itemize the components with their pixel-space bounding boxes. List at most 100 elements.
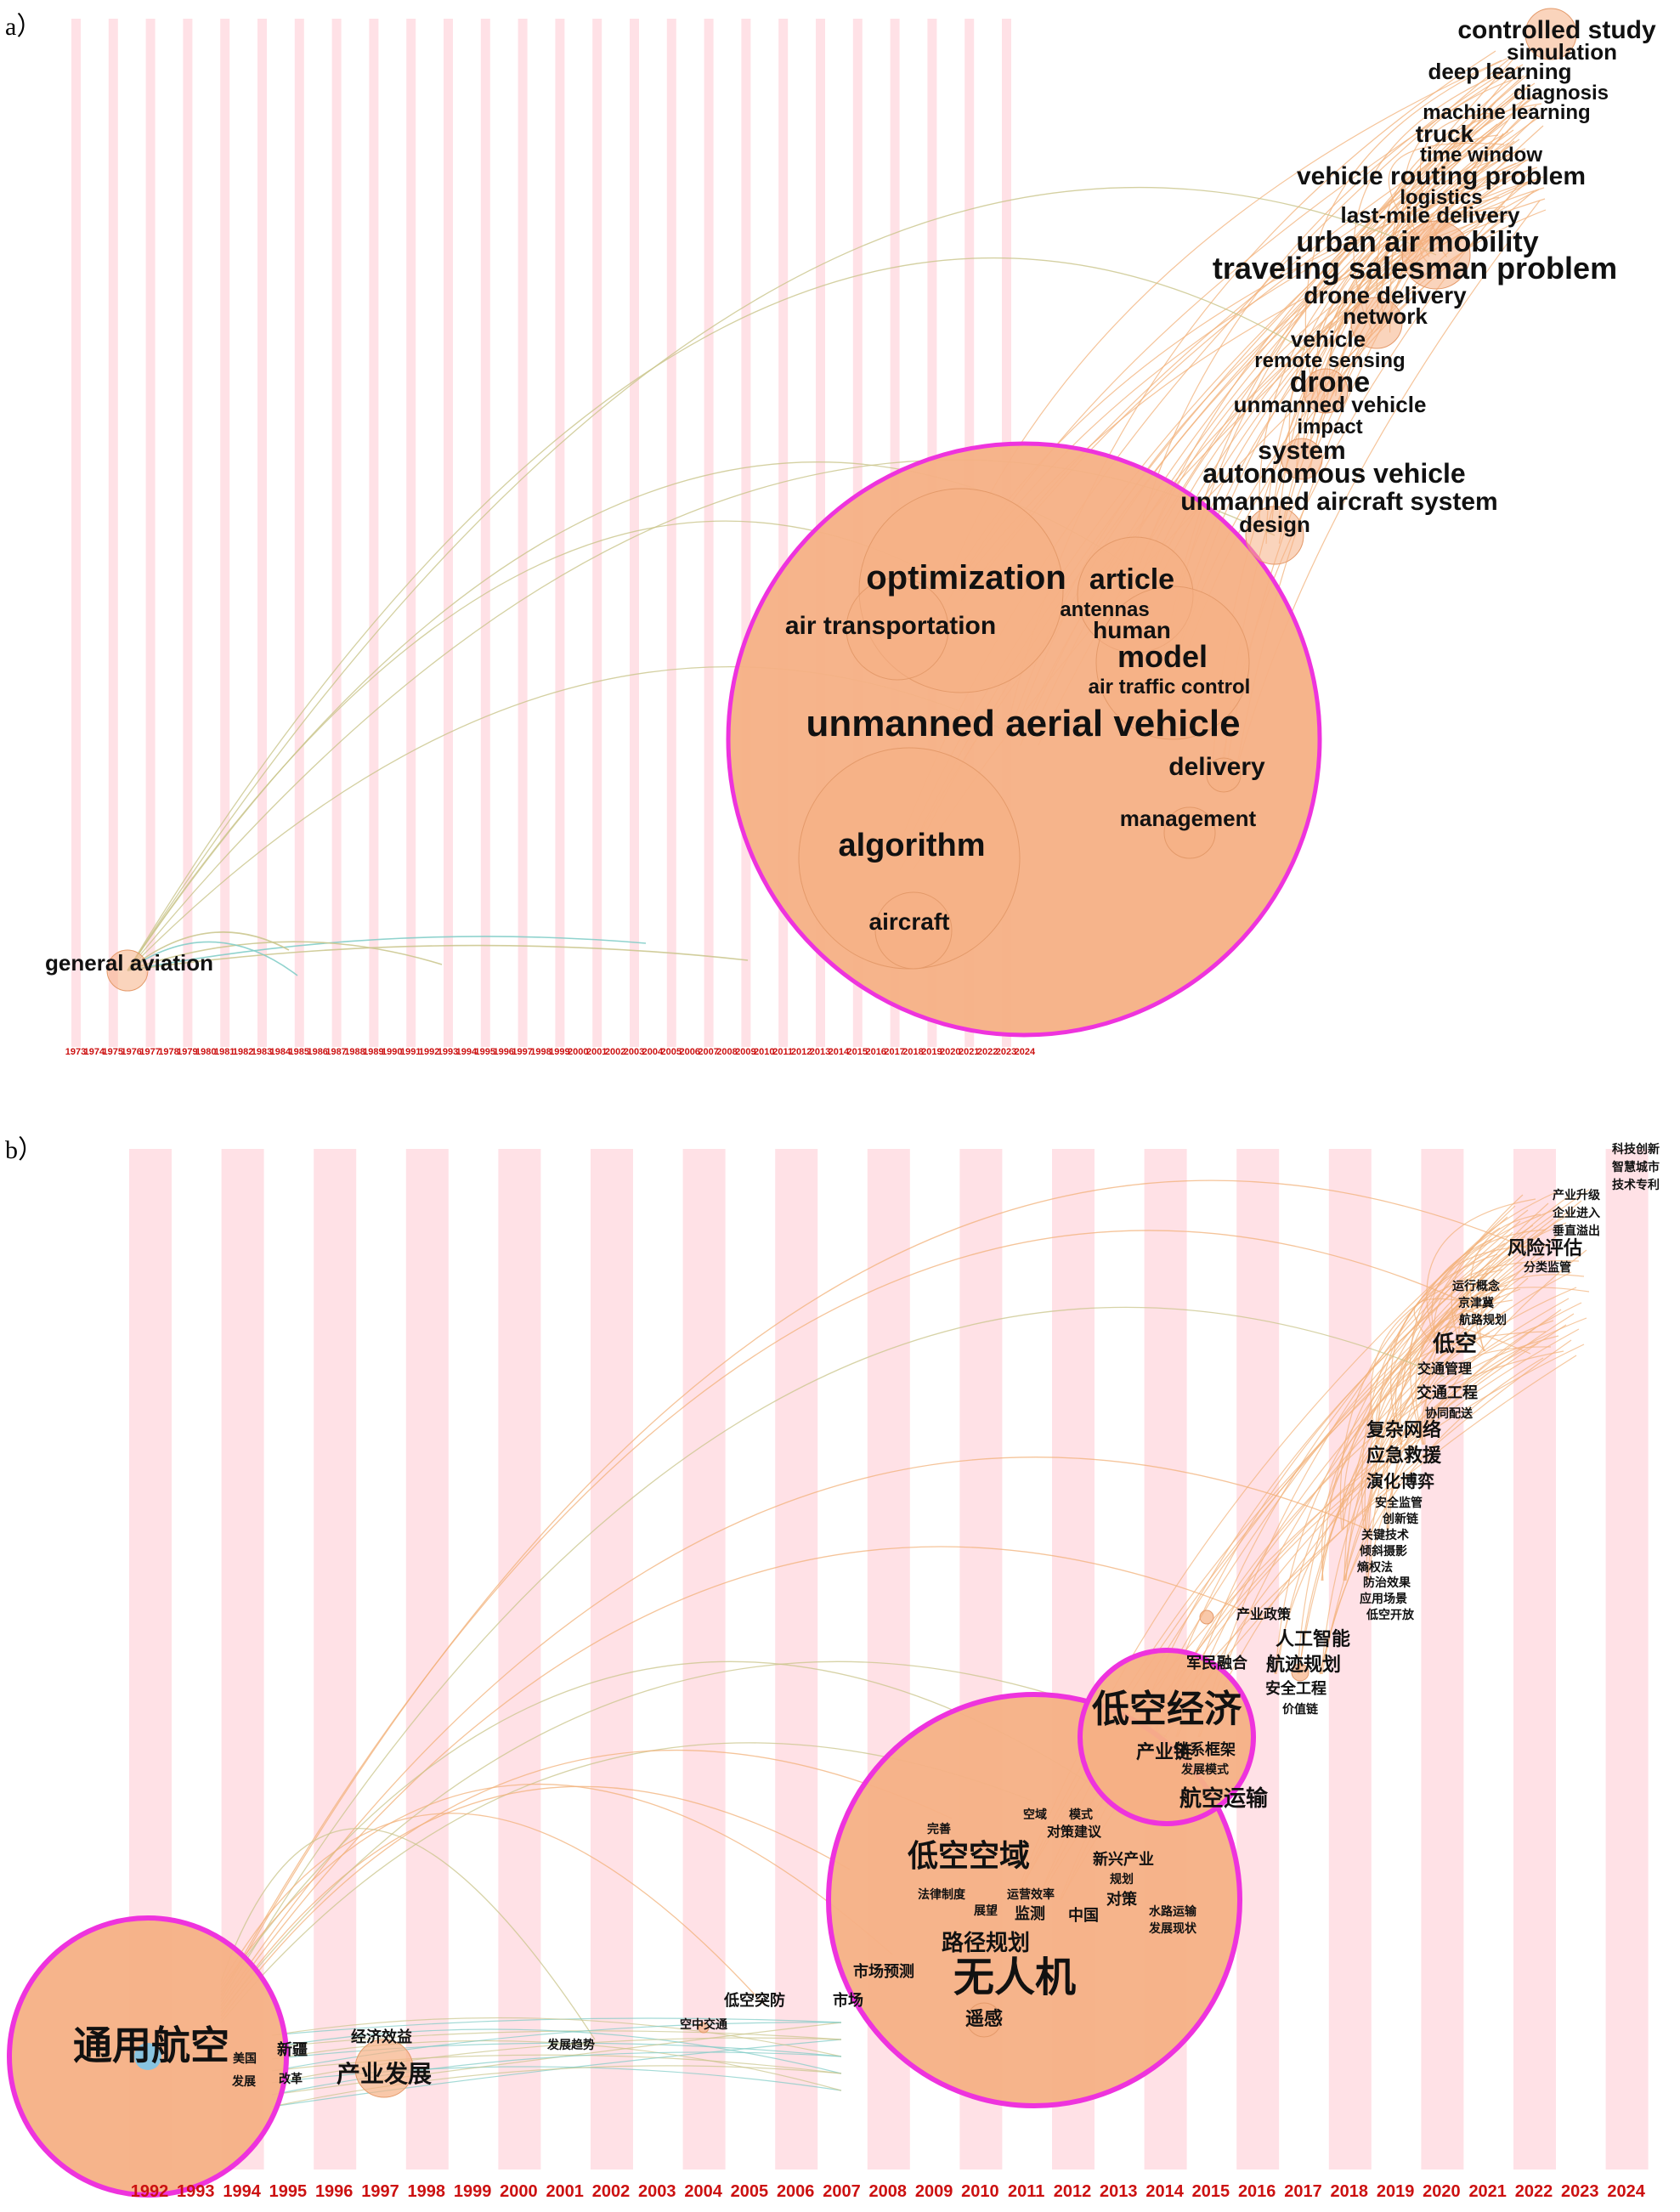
keyword-node — [1401, 220, 1471, 290]
keyword-node — [1095, 586, 1250, 740]
year-tick-label: 1995 — [269, 2182, 308, 2201]
keyword-label: 协同配送 — [1425, 1406, 1474, 1421]
keyword-air-transportation: air transportation — [785, 612, 996, 640]
year-tick-label: 2010 — [754, 1047, 774, 1057]
year-stripe — [666, 19, 676, 1047]
keyword-label: 关键技术 — [1361, 1528, 1409, 1542]
keyword-label: 倾斜摄影 — [1359, 1544, 1407, 1559]
co-occurrence-link — [1335, 129, 1514, 397]
year-stripe — [630, 19, 639, 1047]
year-stripe — [682, 1149, 726, 2170]
keyword-human: human — [1093, 617, 1171, 643]
co-occurrence-link — [1274, 1342, 1539, 1675]
year-tick-label: 2020 — [1423, 2182, 1461, 2201]
keyword-label: 空中交通 — [680, 2017, 727, 2032]
keyword-label: 分类监管 — [1524, 1260, 1571, 1275]
co-occurrence-link — [271, 2017, 842, 2057]
co-occurrence-link — [1329, 196, 1500, 385]
keyword-node — [874, 891, 953, 970]
keyword-label: 熵权法 — [1356, 1560, 1393, 1575]
keyword-label: 发展现状 — [1148, 1921, 1197, 1936]
year-tick-label: 2000 — [500, 2182, 538, 2201]
keyword-node — [134, 2043, 161, 2070]
keyword-label: 中国 — [1068, 1906, 1099, 1925]
year-tick-label: 2021 — [1468, 2182, 1507, 2201]
co-occurrence-link — [1343, 1271, 1572, 1581]
year-tick-label: 2019 — [1377, 2182, 1415, 2201]
keyword-label: 低空 — [1432, 1331, 1477, 1357]
year-stripe — [480, 19, 490, 1047]
keyword-label: 产业链 — [1136, 1741, 1192, 1763]
year-tick-label: 2001 — [546, 2182, 584, 2201]
keyword-label: 市场预测 — [853, 1962, 914, 1981]
year-stripe — [183, 19, 193, 1047]
year-tick-label: 2024 — [1015, 1047, 1036, 1057]
keyword-label: 发展趋势 — [546, 2038, 595, 2052]
year-tick-label: 1998 — [530, 1047, 551, 1057]
co-occurrence-link — [220, 1230, 1479, 1996]
year-stripe — [498, 1149, 541, 2170]
year-tick-label: 2003 — [638, 2182, 676, 2201]
co-occurrence-link — [127, 187, 1437, 971]
keyword-label: 应用场景 — [1360, 1592, 1407, 1606]
keyword-label: 风险评估 — [1507, 1237, 1582, 1259]
keyword-label: 发展 — [231, 2074, 256, 2089]
year-tick-label: 1986 — [307, 1047, 327, 1057]
keyword-label: 防治效果 — [1363, 1576, 1411, 1590]
year-tick-label: 2008 — [869, 2182, 908, 2201]
co-occurrence-link — [127, 936, 647, 971]
keyword-node — [1281, 438, 1323, 480]
co-occurrence-link — [1404, 76, 1519, 257]
keyword-urban-air-mobility: urban air mobility — [1296, 226, 1538, 258]
co-occurrence-link — [127, 257, 1306, 971]
year-tick-label: 2023 — [1561, 2182, 1599, 2201]
keyword-label: 低空空域 — [908, 1839, 1030, 1874]
year-tick-label: 2018 — [1331, 2182, 1369, 2201]
keyword-vehicle: vehicle — [1291, 326, 1366, 352]
keyword-label: 美国 — [233, 2051, 257, 2066]
keyword-remote-sensing: remote sensing — [1254, 349, 1405, 372]
co-occurrence-link — [271, 2028, 842, 2074]
year-tick-label: 2002 — [605, 1047, 625, 1057]
keyword-label: 垂直溢出 — [1553, 1224, 1600, 1238]
keyword-node — [1524, 8, 1577, 60]
co-occurrence-link — [1297, 1264, 1491, 1675]
keyword-node — [1350, 297, 1403, 349]
panel-a-label: a） — [5, 13, 42, 41]
keyword-label: 低空突防 — [723, 1991, 785, 2010]
keyword-traveling-salesman-problem: traveling salesman problem — [1213, 251, 1617, 286]
keyword-nodes — [7, 8, 1577, 2198]
keyword-label: 航路规划 — [1459, 1313, 1507, 1327]
keyword-diagnosis: diagnosis — [1513, 82, 1609, 105]
year-tick-label: 1995 — [475, 1047, 495, 1057]
co-occurrence-link — [127, 944, 749, 971]
year-tick-label: 2011 — [1008, 2182, 1044, 2201]
year-tick-label: 1999 — [454, 2182, 492, 2201]
year-tick-label: 2013 — [1100, 2182, 1138, 2201]
keyword-general-aviation: general aviation — [45, 950, 213, 976]
year-tick-label: 1978 — [158, 1047, 178, 1057]
keyword-label: 低空开放 — [1366, 1608, 1415, 1622]
co-occurrence-link — [220, 1749, 953, 2020]
year-tick-label: 1976 — [121, 1047, 141, 1057]
keyword-simulation: simulation — [1507, 39, 1617, 65]
co-occurrence-link — [1409, 1238, 1493, 1445]
year-tick-label: 2004 — [684, 2182, 722, 2201]
keyword-label: 科技创新 — [1612, 1142, 1660, 1157]
keyword-label: 低空经济 — [1092, 1688, 1242, 1731]
keyword-label: 对策建议 — [1047, 1824, 1102, 1840]
co-occurrence-link — [271, 2039, 842, 2091]
co-occurrence-link — [1298, 1202, 1549, 1675]
keyword-design: design — [1239, 512, 1310, 537]
co-occurrence-link — [1366, 1194, 1524, 1581]
keyword-node — [1199, 1609, 1214, 1625]
panel-b-label: b） — [5, 1136, 43, 1164]
keyword-truck: truck — [1416, 121, 1474, 147]
year-tick-label: 1974 — [84, 1047, 105, 1057]
year-tick-label: 2020 — [940, 1047, 960, 1057]
keyword-label: 智慧城市 — [1611, 1160, 1660, 1174]
year-tick-label: 2004 — [642, 1047, 664, 1057]
year-tick-label: 1981 — [214, 1047, 235, 1057]
year-tick-label: 1993 — [438, 1047, 458, 1057]
co-occurrence-link — [1321, 1225, 1534, 1581]
